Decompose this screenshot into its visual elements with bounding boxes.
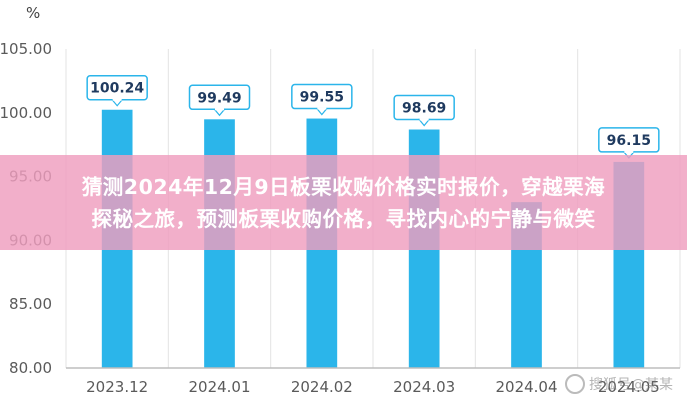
- data-label: 99.49: [197, 90, 241, 106]
- x-tick-label: 2024.01: [188, 378, 250, 396]
- x-tick-label: 2024.02: [291, 378, 353, 396]
- watermark-logo-icon: [565, 374, 585, 394]
- y-axis-unit: %: [26, 4, 40, 22]
- data-labels: 100.24 99.49 99.55 98.69 96.15: [86, 74, 660, 159]
- data-label: 99.55: [300, 90, 344, 106]
- watermark: 搜狐号@某某: [565, 374, 673, 394]
- banner-line-2: 探秘之旅，预测板栗收购价格，寻找内心的宁静与微笑: [91, 206, 596, 231]
- y-tick-label: 80.00: [9, 359, 52, 377]
- y-tick-label: 100.00: [0, 104, 52, 122]
- banner-line-1: 猜测2024年12月9日板栗收购价格实时报价，穿越栗海: [81, 174, 606, 199]
- data-label: 98.69: [402, 101, 446, 117]
- x-tick-label: 2024.03: [393, 378, 455, 396]
- watermark-text: 搜狐号@某某: [589, 377, 673, 393]
- y-tick-label: 105.00: [0, 40, 52, 58]
- title-banner: 猜测2024年12月9日板栗收购价格实时报价，穿越栗海 探秘之旅，预测板栗收购价…: [0, 155, 687, 250]
- y-tick-label: 85.00: [9, 295, 52, 313]
- data-label: 100.24: [90, 81, 144, 97]
- x-tick-label: 2024.05: [598, 378, 660, 396]
- x-tick-label: 2024.04: [495, 378, 557, 396]
- x-tick-label: 2023.12: [86, 378, 148, 396]
- data-label: 96.15: [607, 133, 651, 149]
